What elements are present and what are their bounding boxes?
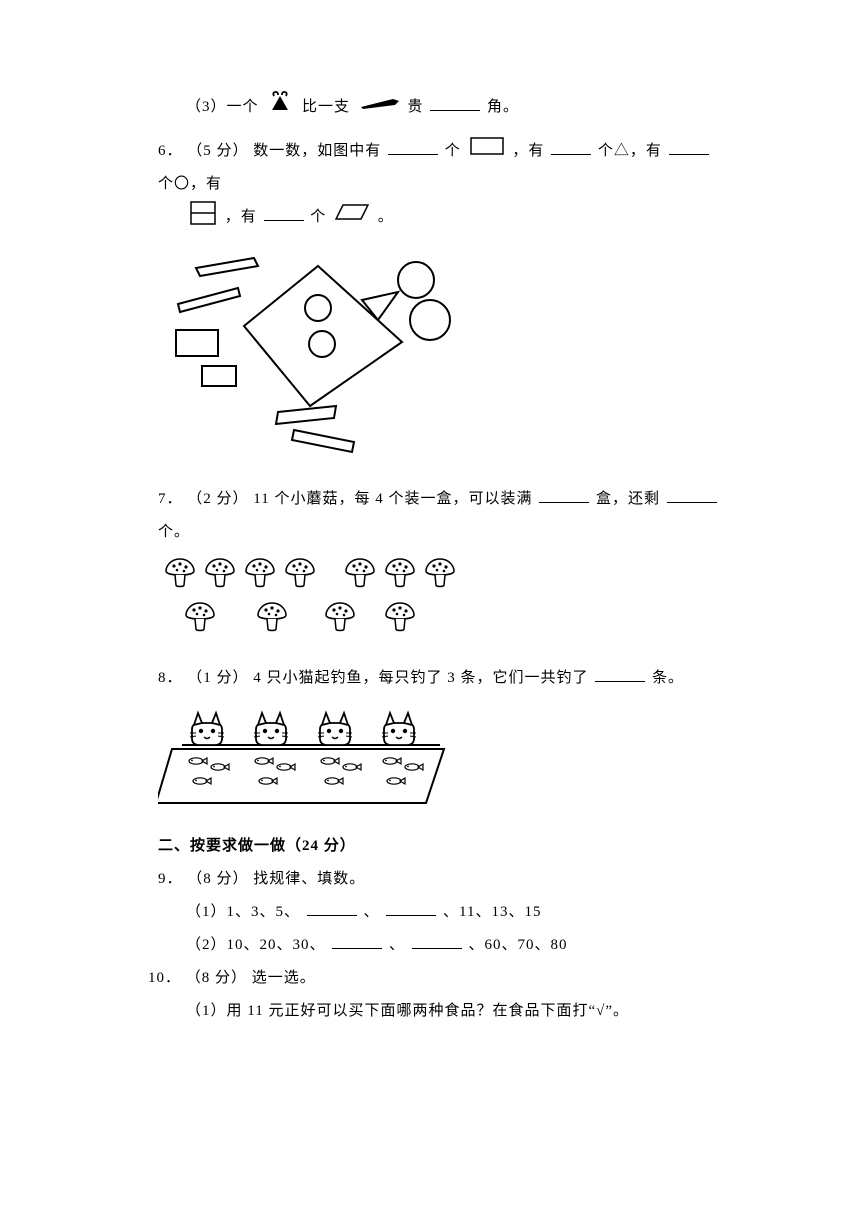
q5-sub3: （3）一个 比一支 贵 角。: [130, 90, 730, 125]
q8-figure: [158, 701, 730, 824]
pen-icon: [359, 91, 399, 124]
rectangle-icon: [470, 135, 504, 168]
q10: 10． （8 分） 选一选。: [130, 962, 730, 995]
q7-blank2[interactable]: [667, 488, 717, 503]
q9-1-blank2[interactable]: [386, 901, 436, 916]
q8-pts: （1 分）: [187, 670, 248, 686]
q5-3-mid2: 贵: [408, 99, 424, 115]
q10-pts: （8 分）: [186, 970, 247, 986]
q7: 7． （2 分） 11 个小蘑菇，每 4 个装一盒，可以装满 盒，还剩 个。: [130, 483, 730, 549]
q8-t1: 4 只小猫起钓鱼，每只钓了 3 条，它们一共钓了: [253, 670, 588, 686]
q7-t2: 盒，还剩: [596, 491, 660, 507]
q9-2-blank1[interactable]: [332, 934, 382, 949]
q9-1b: 、: [364, 904, 380, 920]
q8: 8． （1 分） 4 只小猫起钓鱼，每只钓了 3 条，它们一共钓了 条。: [130, 662, 730, 695]
q9-1a: （1）1、3、5、: [186, 904, 300, 920]
q10-title: 选一选。: [252, 970, 316, 986]
q8-blank1[interactable]: [595, 667, 645, 682]
q6-pts: （5 分）: [187, 143, 248, 159]
q7-t3: 个。: [158, 524, 190, 540]
q9-2a: （2）10、20、30、: [186, 937, 326, 953]
q7-num: 7．: [158, 491, 183, 507]
parallelogram-icon: [335, 201, 369, 234]
clip-icon: [267, 90, 293, 125]
q8-t2: 条。: [652, 670, 684, 686]
q9-sub2: （2）10、20、30、 、 、60、70、80: [130, 929, 730, 962]
q9-2-blank2[interactable]: [412, 934, 462, 949]
q9-num: 9．: [158, 871, 183, 887]
q7-t1: 11 个小蘑菇，每 4 个装一盒，可以装满: [253, 491, 532, 507]
q7-figure: [158, 555, 730, 656]
q6-blank4[interactable]: [264, 206, 304, 221]
q8-num: 8．: [158, 670, 183, 686]
q7-blank1[interactable]: [539, 488, 589, 503]
q9: 9． （8 分） 找规律、填数。: [130, 863, 730, 896]
section2-heading: 二、按要求做一做（24 分）: [130, 830, 730, 863]
q9-1-blank1[interactable]: [307, 901, 357, 916]
q5-3-prefix: （3）一个: [186, 99, 259, 115]
q9-1c: 、11、13、15: [443, 904, 541, 920]
q10-line1: （1）用 11 元正好可以买下面哪两种食品？在食品下面打“√”。: [186, 1003, 629, 1019]
q9-sub1: （1）1、3、5、 、 、11、13、15: [130, 896, 730, 929]
q6-blank2[interactable]: [551, 140, 591, 155]
q5-3-unit: 角。: [487, 99, 519, 115]
q6-figure: [158, 244, 730, 477]
q6-t1: 数一数，如图中有: [253, 143, 381, 159]
q6-blank1[interactable]: [388, 140, 438, 155]
q6-t6: ，有: [225, 209, 257, 225]
q6-blank3[interactable]: [669, 140, 709, 155]
q5-3-blank[interactable]: [430, 96, 480, 111]
worksheet-page: （3）一个 比一支 贵 角。 6． （5 分） 数一数，如图中有 个 ，有 个△…: [0, 0, 860, 1028]
q9-2b: 、: [389, 937, 405, 953]
q6-t5: 个〇，有: [158, 176, 222, 192]
square-icon: [190, 201, 216, 238]
q6-t3: ，有: [512, 143, 544, 159]
q5-3-mid1: 比一支: [302, 99, 350, 115]
q6-t8: 。: [378, 209, 394, 225]
q9-title: 找规律、填数。: [253, 871, 365, 887]
q6: 6． （5 分） 数一数，如图中有 个 ，有 个△，有 个〇，有: [130, 135, 730, 201]
q9-pts: （8 分）: [187, 871, 248, 887]
q6-line2: ，有 个 。: [130, 201, 730, 238]
q10-num: 10．: [148, 970, 181, 986]
q6-t2: 个: [445, 143, 461, 159]
q6-num: 6．: [158, 143, 183, 159]
q10-sub1: （1）用 11 元正好可以买下面哪两种食品？在食品下面打“√”。: [130, 995, 730, 1028]
q7-pts: （2 分）: [187, 491, 248, 507]
q9-2c: 、60、70、80: [469, 937, 568, 953]
q6-t7: 个: [310, 209, 326, 225]
q6-t4: 个△，有: [598, 143, 662, 159]
